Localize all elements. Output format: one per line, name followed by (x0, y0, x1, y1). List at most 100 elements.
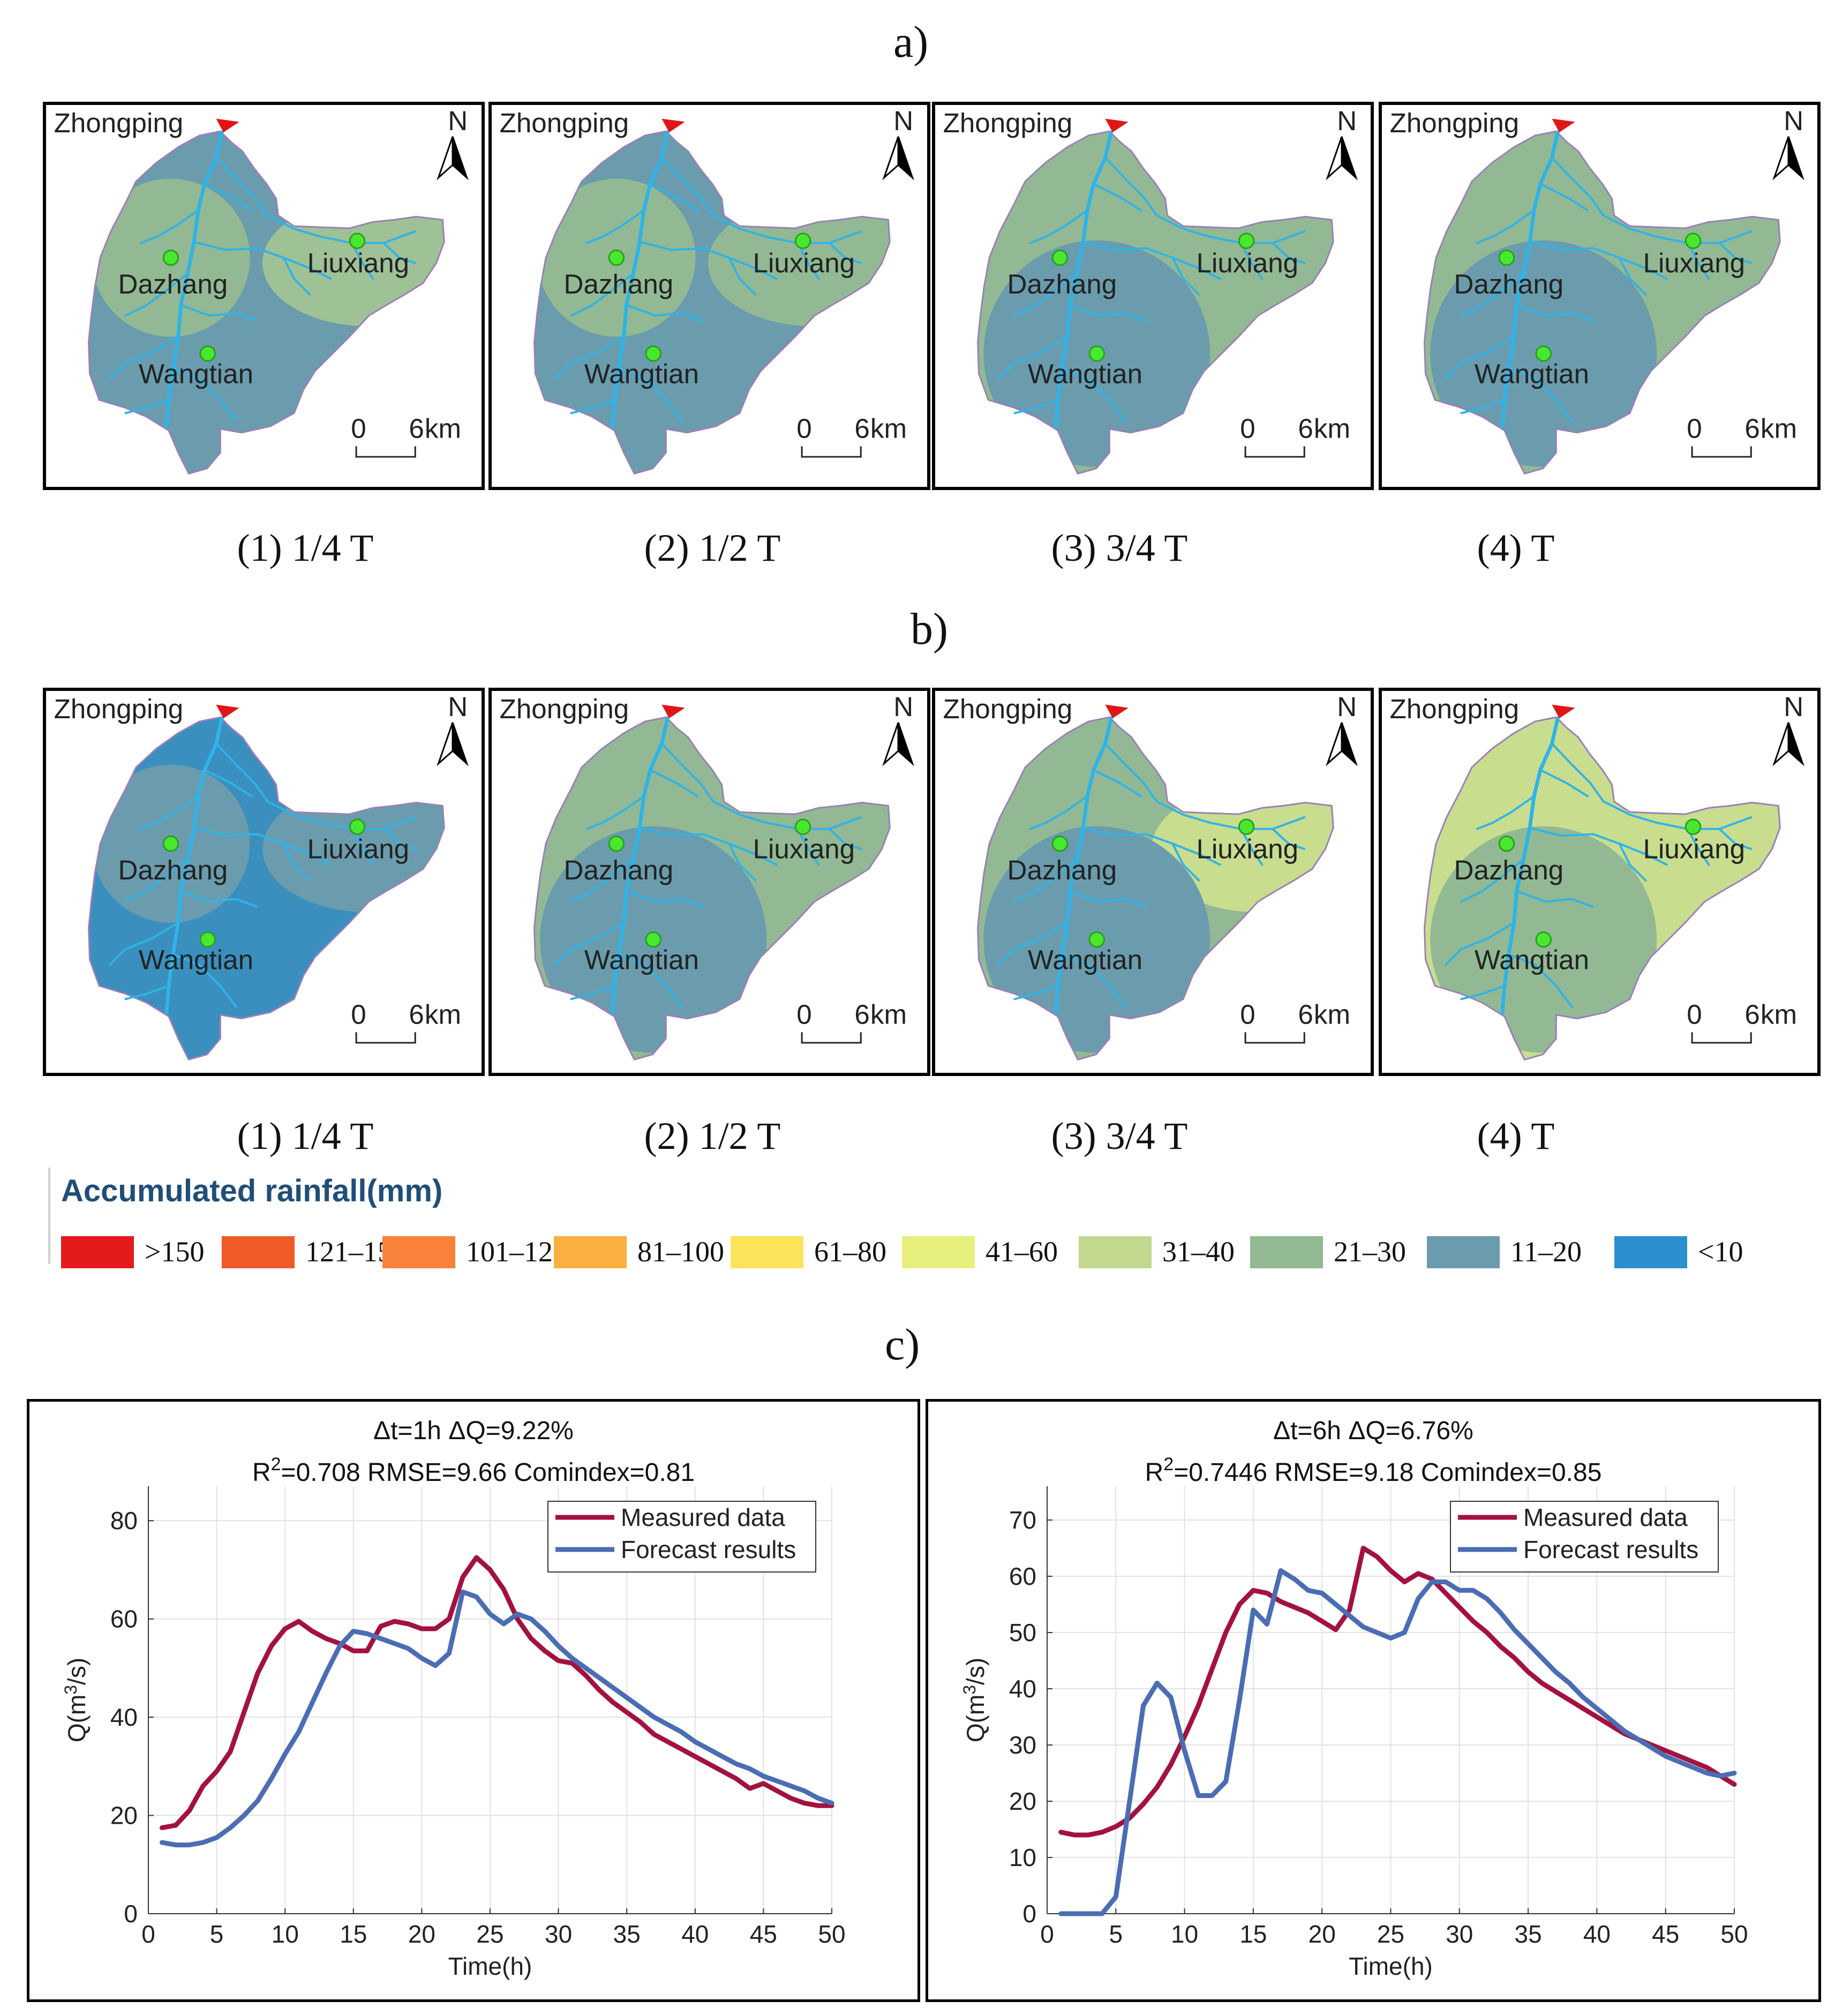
river-line (1013, 858, 1078, 903)
b-map-2: Zhongping Dazhang Liuxiang Wangtian N 0 6 km (500, 691, 914, 1061)
x-tick-label: 0 (1040, 1920, 1054, 1948)
caption-b-1: (1) 1/4 T (237, 1115, 374, 1157)
chart-svg: 0 5 10 15 20 25 30 35 40 45 50 0 10 20 30 40 50 60 70 Δt=6h… (960, 1417, 1748, 1980)
y-tick-label: 60 (110, 1605, 138, 1633)
caption-a-1: (1) 1/4 T (237, 526, 374, 569)
y-tick-label: 40 (1009, 1675, 1036, 1703)
x-axis-label: Time(h) (1349, 1952, 1433, 1980)
river-line (625, 304, 704, 322)
river-line (728, 842, 757, 882)
station-liuxiang-marker (349, 232, 366, 249)
caption-a-4: (4) T (1477, 526, 1555, 569)
legend-title: Accumulated rainfall(mm) (61, 1174, 443, 1208)
legend-swatch (1250, 1236, 1323, 1268)
x-tick-label: 40 (1583, 1920, 1611, 1948)
series-line-forecast-results (160, 1589, 834, 1848)
x-tick-label: 15 (1239, 1920, 1267, 1948)
river-line (660, 156, 862, 244)
scale-value: 6 (854, 413, 869, 444)
outlet-marker (661, 704, 685, 719)
x-tick-label: 35 (613, 1920, 641, 1948)
legend-swatch (222, 1236, 295, 1268)
outlet-marker (1105, 704, 1129, 719)
scale-value: 6 (854, 999, 869, 1030)
river-line (1104, 742, 1306, 830)
river-line (124, 398, 170, 415)
river-line (1029, 209, 1089, 244)
caption-a-3: (3) 3/4 T (1051, 526, 1188, 569)
river-line (728, 257, 757, 296)
y-tick-label: 60 (1009, 1562, 1036, 1590)
station-wangtian-marker (1535, 345, 1552, 362)
north-arrow-icon (1326, 722, 1343, 766)
chart-stats: R2=0.708 RMSE=9.66 Comindex=0.81 (252, 1454, 695, 1487)
station-wangtian-label: Wangtian (139, 944, 253, 975)
river-line (193, 826, 332, 866)
river-line (351, 242, 374, 280)
river-line (171, 953, 237, 1009)
legend-label: 101–120 (466, 1236, 567, 1268)
river-line (1069, 304, 1148, 322)
river-line (1061, 953, 1126, 1009)
b-map-panel-3: Zhongping Dazhang Liuxiang Wangtian N 0 6 km (932, 688, 1374, 1076)
station-dazhang-label: Dazhang (118, 855, 228, 885)
river-line (1240, 828, 1264, 866)
river-line (1551, 156, 1753, 244)
station-dazhang-marker (1498, 835, 1515, 852)
x-tick-label: 20 (408, 1920, 435, 1948)
river-line (351, 828, 374, 866)
station-wangtian-label: Wangtian (1475, 944, 1589, 975)
north-label: N (1784, 691, 1803, 722)
north-label: N (1784, 106, 1803, 136)
scale-zero: 0 (1687, 413, 1702, 444)
river-line (203, 769, 253, 798)
river-line (215, 742, 417, 830)
scale-zero: 0 (796, 999, 811, 1030)
station-dazhang-label: Dazhang (1454, 269, 1564, 299)
outlet-label: Zhongping (1390, 108, 1520, 138)
river-line (570, 398, 615, 415)
y-tick-label: 20 (1009, 1787, 1036, 1815)
outlet-label: Zhongping (54, 108, 184, 138)
legend-swatch (731, 1236, 803, 1268)
section-a-label: a) (893, 17, 929, 67)
river-line (124, 272, 189, 317)
river-line (1171, 842, 1200, 882)
river-line (124, 984, 170, 1001)
north-arrow-icon (437, 136, 454, 180)
section-b-label: b) (911, 604, 948, 654)
ylabel-sup: 3 (960, 1685, 979, 1695)
river-line (382, 828, 417, 851)
y-tick-label: 40 (110, 1703, 138, 1731)
legend-label: <10 (1698, 1236, 1743, 1268)
outlet-label: Zhongping (500, 108, 629, 138)
river-line (1718, 828, 1753, 851)
a-map-panel-2: Zhongping Dazhang Liuxiang Wangtian N 0 6 km (488, 102, 930, 490)
river-line (1171, 257, 1200, 296)
x-tick-label: 50 (1720, 1920, 1748, 1948)
north-label: N (1337, 106, 1357, 136)
series-line-measured-data (1058, 1546, 1737, 1838)
chart-title: Δt=1h ΔQ=9.22% (373, 1417, 574, 1445)
stats-prefix: R (252, 1458, 271, 1487)
river-line (1240, 242, 1264, 280)
stats-sup: 2 (271, 1454, 281, 1475)
river-line (215, 156, 417, 244)
legend-label: 31–40 (1162, 1236, 1235, 1268)
scale-zero: 0 (351, 413, 366, 444)
station-liuxiang-label: Liuxiang (1643, 834, 1745, 864)
stats-rest: =0.7446 RMSE=9.18 Comindex=0.85 (1174, 1458, 1601, 1487)
station-dazhang-label: Dazhang (564, 269, 674, 299)
station-wangtian-label: Wangtian (139, 358, 253, 389)
station-dazhang-label: Dazhang (1454, 855, 1564, 885)
x-tick-label: 45 (1652, 1920, 1679, 1948)
river-line (1272, 828, 1306, 851)
basin-boundary (977, 130, 1334, 475)
stats-prefix: R (1145, 1458, 1164, 1487)
chart-legend-label: Measured data (621, 1503, 785, 1531)
scale-unit: km (1314, 999, 1350, 1030)
series-line-measured-data (160, 1555, 834, 1830)
north-arrow-icon (882, 722, 899, 766)
river-line (796, 242, 820, 280)
scale-value: 6 (1298, 999, 1313, 1030)
